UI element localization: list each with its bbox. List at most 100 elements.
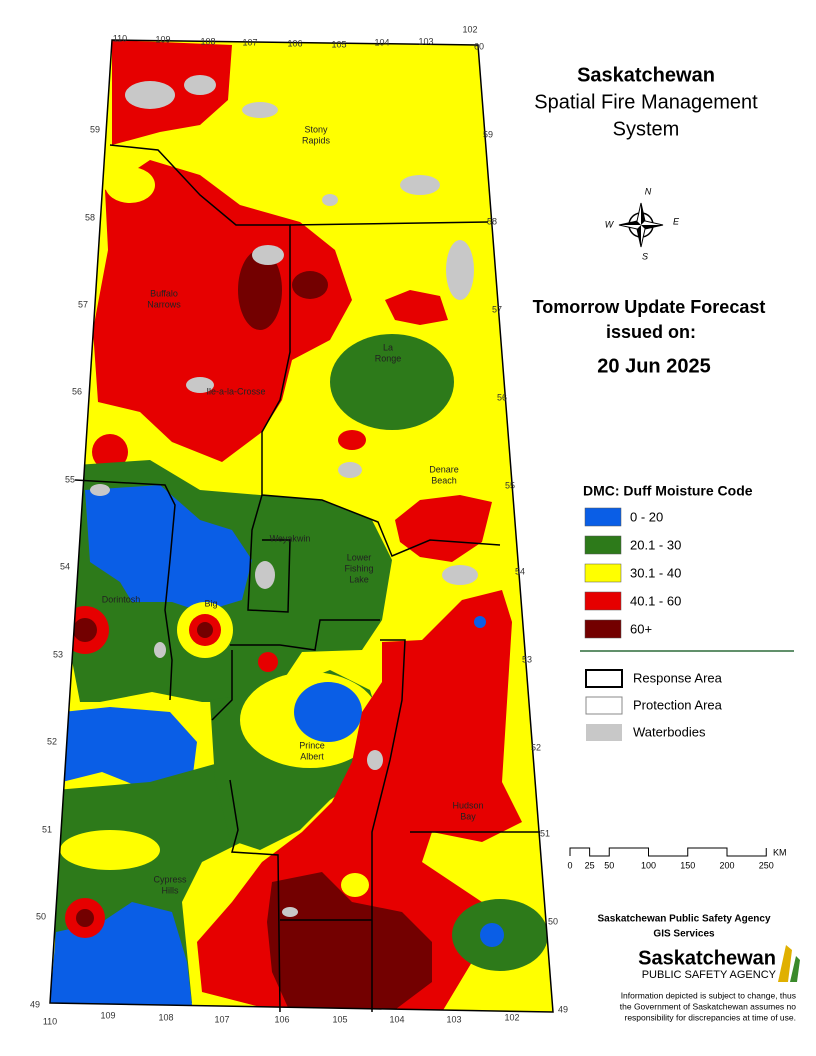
scale-label: 100 bbox=[641, 860, 656, 870]
legend-label: 60+ bbox=[630, 621, 652, 636]
compass-rose bbox=[618, 202, 664, 248]
latitude-label: 49 bbox=[558, 1004, 568, 1014]
longitude-label: 103 bbox=[446, 1014, 461, 1024]
latitude-label: 58 bbox=[85, 212, 95, 222]
longitude-label: 108 bbox=[158, 1012, 173, 1022]
latitude-label: 55 bbox=[65, 474, 75, 484]
place-label: Lower bbox=[347, 552, 372, 562]
latitude-label: 58 bbox=[487, 216, 497, 226]
place-label: Weyakwin bbox=[270, 533, 311, 543]
longitude-label: 110 bbox=[113, 33, 127, 43]
response-areas bbox=[49, 39, 554, 1013]
scale-label: 50 bbox=[604, 860, 614, 870]
legend-swatch bbox=[584, 619, 622, 639]
legend-label: Response Area bbox=[633, 670, 723, 685]
longitude-label: 102 bbox=[462, 24, 477, 34]
latitude-label: 55 bbox=[505, 480, 515, 490]
latitude-label: 56 bbox=[497, 392, 507, 402]
forecast-heading: Tomorrow Update Forecast bbox=[533, 297, 766, 317]
legend-label: 0 - 20 bbox=[630, 509, 663, 524]
place-label: Albert bbox=[300, 751, 324, 761]
longitude-label: 105 bbox=[331, 39, 346, 49]
scale-label: 250 bbox=[759, 860, 774, 870]
latitude-label: 57 bbox=[78, 299, 88, 309]
disclaimer: the Government of Saskatchewan assumes n… bbox=[620, 1001, 797, 1011]
service: GIS Services bbox=[653, 929, 715, 940]
place-label: Prince bbox=[299, 740, 325, 750]
place-label: La bbox=[383, 342, 393, 352]
latitude-label: 51 bbox=[42, 824, 52, 834]
longitude-label: 109 bbox=[100, 1010, 115, 1020]
place-label: Lake bbox=[349, 574, 369, 584]
latitude-label: 51 bbox=[540, 828, 550, 838]
waterbodies bbox=[90, 75, 478, 917]
agency: Saskatchewan Public Safety Agency bbox=[597, 914, 770, 925]
latitude-label: 53 bbox=[522, 654, 532, 664]
place-label: Ronge bbox=[375, 353, 402, 363]
latitude-label: 60 bbox=[474, 41, 484, 51]
place-label: Dorintosh bbox=[102, 594, 141, 604]
legend-swatch bbox=[585, 696, 623, 715]
latitude-label: 59 bbox=[483, 129, 493, 139]
longitude-label: 102 bbox=[504, 1012, 519, 1022]
longitude-label: 104 bbox=[374, 37, 389, 47]
longitude-label: 107 bbox=[214, 1014, 229, 1024]
latitude-label: 50 bbox=[548, 916, 558, 926]
place-label: Cypress bbox=[153, 874, 187, 884]
longitude-label: 108 bbox=[200, 36, 215, 46]
place-label: Fishing bbox=[344, 563, 373, 573]
disclaimer: Information depicted is subject to chang… bbox=[621, 990, 796, 1000]
longitude-label: 110 bbox=[43, 1016, 57, 1026]
logo-mark bbox=[778, 945, 792, 982]
title: Spatial Fire Management bbox=[534, 91, 758, 113]
latitude-label: 52 bbox=[531, 742, 541, 752]
forecast-date: 20 Jun 2025 bbox=[597, 355, 710, 377]
place-label: Bay bbox=[460, 811, 476, 821]
longitude-label: 106 bbox=[287, 38, 302, 48]
compass-letter: S bbox=[642, 251, 648, 261]
longitude-label: 103 bbox=[418, 36, 433, 46]
longitude-label: 106 bbox=[274, 1014, 289, 1024]
latitude-label: 57 bbox=[492, 304, 502, 314]
legend-label: Waterbodies bbox=[633, 724, 706, 739]
logo-mark bbox=[790, 956, 800, 982]
legend-label: 30.1 - 40 bbox=[630, 565, 681, 580]
place-label: Big bbox=[204, 598, 217, 608]
legend-swatch bbox=[584, 563, 622, 583]
compass-letter: W bbox=[605, 219, 615, 229]
latitude-label: 49 bbox=[30, 999, 40, 1009]
scale-label: 25 bbox=[585, 860, 595, 870]
legend-label: 40.1 - 60 bbox=[630, 593, 681, 608]
longitude-label: 109 bbox=[155, 34, 170, 44]
place-label: Hills bbox=[162, 885, 179, 895]
compass-letter: E bbox=[673, 216, 680, 226]
legend-label: Protection Area bbox=[633, 697, 723, 712]
scale-label: 150 bbox=[680, 860, 695, 870]
disclaimer: responsibility for discrepancies at time… bbox=[625, 1012, 797, 1022]
legend-swatch bbox=[585, 669, 623, 688]
legend-swatch bbox=[584, 591, 622, 611]
latitude-label: 50 bbox=[36, 911, 46, 921]
scale-label: 0 bbox=[567, 860, 572, 870]
title: Saskatchewan bbox=[577, 64, 715, 86]
forecast-issued: issued on: bbox=[606, 322, 696, 342]
scale-bar bbox=[569, 847, 767, 857]
latitude-label: 56 bbox=[72, 386, 82, 396]
place-label: Stony bbox=[304, 124, 328, 134]
place-label: Denare bbox=[429, 464, 459, 474]
title: System bbox=[613, 118, 680, 140]
scale-unit: KM bbox=[773, 847, 787, 857]
place-label: Ile-a-la-Crosse bbox=[206, 386, 265, 396]
latitude-label: 52 bbox=[47, 736, 57, 746]
logo-name: Saskatchewan bbox=[638, 947, 776, 969]
place-label: Narrows bbox=[147, 299, 181, 309]
latitude-label: 54 bbox=[60, 561, 70, 571]
place-label: Beach bbox=[431, 475, 457, 485]
scale-label: 200 bbox=[719, 860, 734, 870]
legend-title: DMC: Duff Moisture Code bbox=[583, 483, 753, 499]
latitude-label: 53 bbox=[53, 649, 63, 659]
compass-letter: N bbox=[645, 186, 652, 196]
map bbox=[50, 40, 553, 1012]
place-label: Hudson bbox=[452, 800, 483, 810]
